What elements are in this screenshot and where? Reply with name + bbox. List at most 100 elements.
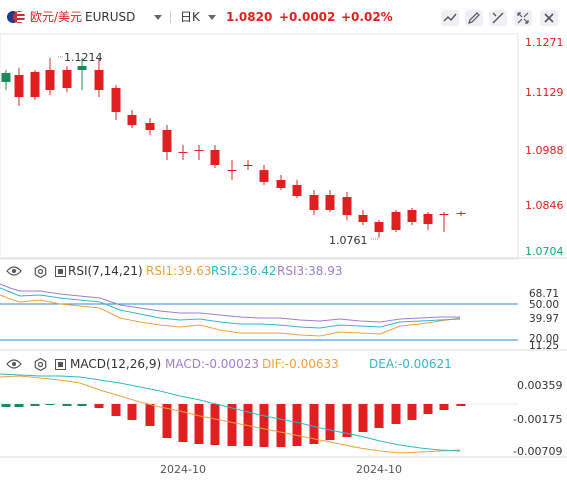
- macd-bar: [162, 404, 172, 438]
- x-axis-label-0: 2024-10: [160, 463, 206, 476]
- settings-square-icon[interactable]: [55, 359, 66, 370]
- candle-body[interactable]: [407, 210, 417, 222]
- candle-body[interactable]: [439, 214, 449, 215]
- candle-body[interactable]: [358, 215, 368, 222]
- candle-body[interactable]: [77, 66, 87, 70]
- candle-body[interactable]: [1, 73, 11, 82]
- chart-type-button[interactable]: [441, 10, 459, 26]
- chart-header: 欧元/美元 EURUSD 日K 1.0820 +0.0002 +0.02%: [0, 0, 567, 34]
- dea-line: [0, 373, 461, 452]
- macd-bar: [391, 404, 401, 424]
- candle-body[interactable]: [62, 70, 72, 88]
- rsi-axis-label-0: 68.71: [529, 288, 559, 300]
- macd-bar: [292, 404, 302, 446]
- candle-body[interactable]: [210, 150, 220, 165]
- gear-icon[interactable]: [34, 358, 47, 371]
- rsi-axis-label-4: 11.25: [529, 340, 559, 352]
- macd-bar: [407, 404, 417, 420]
- low-marker: 1.0761: [329, 234, 368, 247]
- candle-body[interactable]: [456, 213, 466, 214]
- candle-body[interactable]: [194, 150, 204, 151]
- macd-bar: [358, 404, 368, 432]
- candle-body[interactable]: [259, 170, 269, 182]
- macd-bar: [14, 404, 24, 407]
- candle-body[interactable]: [127, 115, 137, 125]
- macd-bar: [456, 404, 466, 406]
- symbol-label[interactable]: EURUSD: [85, 10, 136, 24]
- rsi2-line: [0, 287, 461, 329]
- candle-body[interactable]: [145, 123, 155, 130]
- rsi-axis-label-3: 20.00: [529, 333, 559, 345]
- candlestick-series[interactable]: [1, 58, 466, 238]
- timeframe-dropdown-icon[interactable]: [208, 15, 216, 20]
- change-pct-value: +0.02%: [341, 10, 393, 24]
- rsi2-value: RSI2:36.42: [211, 264, 277, 278]
- main-axis-label-3: 1.0846: [525, 199, 564, 212]
- main-axis-label-4: 1.0704: [525, 245, 564, 258]
- candle-body[interactable]: [423, 214, 433, 224]
- candle-body[interactable]: [30, 72, 40, 97]
- candle-body[interactable]: [45, 70, 55, 90]
- dropdown-icon[interactable]: [154, 15, 162, 20]
- chart-type-icon: [443, 13, 457, 22]
- macd-value: MACD:-0.00023: [165, 357, 259, 371]
- candle-body[interactable]: [325, 195, 335, 210]
- change-value: +0.0002: [279, 10, 336, 24]
- macd-bar: [259, 404, 269, 447]
- rsi1-value: RSI1:39.63: [146, 264, 212, 278]
- macd-bar: [94, 404, 104, 408]
- rsi3-line: [0, 283, 460, 323]
- macd-bar: [178, 404, 188, 442]
- dif-line: [0, 375, 461, 454]
- macd-axis-label-2: -0.00709: [513, 445, 562, 458]
- macd-bar: [127, 404, 137, 420]
- candle-body[interactable]: [227, 170, 237, 171]
- candle-body[interactable]: [178, 152, 188, 153]
- candle-body[interactable]: [276, 180, 286, 188]
- settings-button[interactable]: [540, 10, 558, 26]
- timeframe-label[interactable]: 日K: [180, 10, 200, 24]
- indicator-icon: [492, 12, 504, 24]
- macd-axis-label-1: -0.00175: [513, 413, 562, 426]
- macd-title: MACD(12,26,9): [70, 357, 162, 371]
- candle-body[interactable]: [14, 75, 24, 97]
- candle-body[interactable]: [391, 212, 401, 230]
- macd-bar: [210, 404, 220, 445]
- candle-body[interactable]: [94, 70, 104, 90]
- x-axis-label-1: 2024-10: [356, 463, 402, 476]
- macd-bar: [1, 404, 11, 407]
- macd-bar: [111, 404, 121, 416]
- candle-body[interactable]: [292, 185, 302, 196]
- main-axis-label-0: 1.1271: [525, 36, 564, 49]
- macd-bar: [276, 404, 286, 447]
- gear-icon[interactable]: [34, 265, 47, 278]
- macd-bar: [45, 404, 55, 405]
- macd-axis-label-0: 0.00359: [517, 379, 563, 392]
- price-value: 1.0820: [226, 10, 273, 24]
- dif-value: DIF:-0.00633: [262, 357, 339, 371]
- flag-icon: [7, 11, 25, 23]
- settings-icon: [544, 13, 554, 23]
- pair-label[interactable]: 欧元/美元: [30, 10, 83, 24]
- macd-bar: [439, 404, 449, 410]
- macd-bar: [30, 404, 40, 406]
- macd-bar: [309, 404, 319, 444]
- macd-bar: [423, 404, 433, 414]
- candle-body[interactable]: [374, 222, 384, 232]
- eye-icon[interactable]: [6, 265, 22, 277]
- candle-body[interactable]: [342, 197, 352, 215]
- eye-icon[interactable]: [6, 358, 22, 370]
- draw-button[interactable]: [465, 10, 483, 26]
- fullscreen-button[interactable]: [514, 10, 532, 26]
- dea-value: DEA:-0.00621: [369, 357, 452, 371]
- candle-body[interactable]: [243, 165, 253, 166]
- rsi-axis-label-2: 39.97: [529, 313, 559, 325]
- macd-bar: [374, 404, 384, 428]
- candle-body[interactable]: [162, 130, 172, 152]
- candle-body[interactable]: [111, 88, 121, 112]
- macd-bar: [227, 404, 237, 446]
- indicator-button[interactable]: [489, 10, 507, 26]
- settings-square-icon[interactable]: [55, 266, 66, 277]
- candle-body[interactable]: [309, 195, 319, 210]
